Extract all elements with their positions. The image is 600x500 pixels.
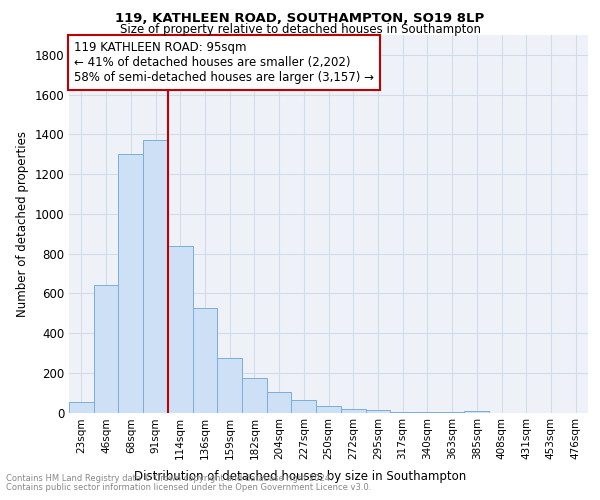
Bar	[193, 308, 217, 412]
Bar	[341, 408, 365, 412]
Bar	[217, 358, 242, 412]
Bar	[464, 410, 489, 412]
Bar	[365, 410, 390, 412]
Bar	[242, 378, 267, 412]
Bar	[267, 392, 292, 412]
Bar	[143, 140, 168, 412]
Bar	[118, 154, 143, 412]
Bar	[69, 402, 94, 412]
Bar	[292, 400, 316, 412]
Text: 119 KATHLEEN ROAD: 95sqm
← 41% of detached houses are smaller (2,202)
58% of sem: 119 KATHLEEN ROAD: 95sqm ← 41% of detach…	[74, 40, 374, 84]
Text: Contains HM Land Registry data © Crown copyright and database right 2024.: Contains HM Land Registry data © Crown c…	[6, 474, 332, 483]
Text: Contains public sector information licensed under the Open Government Licence v3: Contains public sector information licen…	[6, 483, 371, 492]
Bar	[168, 246, 193, 412]
Text: Distribution of detached houses by size in Southampton: Distribution of detached houses by size …	[134, 470, 466, 483]
Y-axis label: Number of detached properties: Number of detached properties	[16, 130, 29, 317]
Bar	[94, 286, 118, 412]
Text: 119, KATHLEEN ROAD, SOUTHAMPTON, SO19 8LP: 119, KATHLEEN ROAD, SOUTHAMPTON, SO19 8L…	[115, 12, 485, 26]
Text: Size of property relative to detached houses in Southampton: Size of property relative to detached ho…	[119, 22, 481, 36]
Bar	[316, 406, 341, 412]
